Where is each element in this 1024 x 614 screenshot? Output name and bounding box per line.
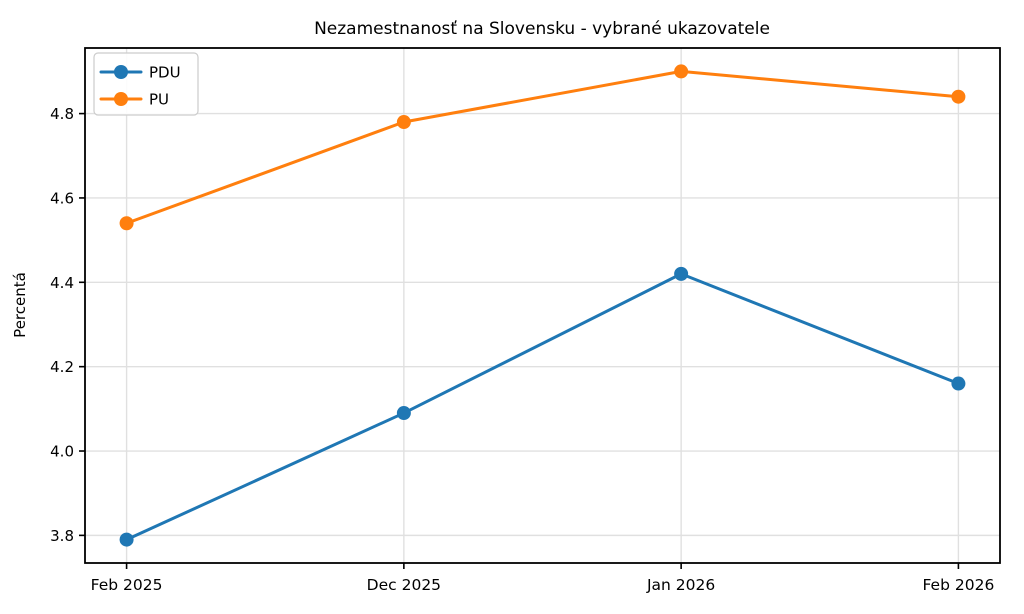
x-tick-label: Jan 2026 (646, 576, 715, 594)
legend-label-pu: PU (149, 91, 169, 109)
series-marker-pdu (674, 266, 689, 281)
series-marker-pu (951, 89, 966, 104)
legend-marker-pu (114, 92, 128, 106)
tick-layer (79, 112, 960, 569)
series-marker-pu (396, 115, 411, 130)
legend-label-pdu: PDU (149, 64, 181, 82)
series-layer (119, 64, 966, 547)
series-line-pdu (125, 272, 960, 542)
y-tick-label: 4.6 (50, 189, 74, 207)
legend-marker-pdu (114, 65, 128, 79)
series-marker-pu (119, 216, 134, 231)
series-marker-pdu (951, 376, 966, 391)
y-axis-label: Percentá (11, 272, 29, 338)
y-tick-label: 4.0 (50, 443, 74, 461)
x-tick-label: Feb 2025 (91, 576, 163, 594)
tick-label-layer: 3.8 4.0 4.2 4.4 4.6 4.8 Feb 2025 Dec 2025 Jan 20… (50, 105, 994, 594)
x-tick-label: Feb 2026 (922, 576, 994, 594)
y-tick-label: 4.4 (50, 274, 74, 292)
grid-layer (85, 48, 1000, 563)
legend: PDU PU (93, 52, 199, 116)
series-marker-pdu (396, 406, 411, 421)
series-line-pu (125, 69, 960, 225)
chart-title: Nezamestnanosť na Slovensku - vybrané uk… (314, 19, 770, 39)
y-tick-label: 4.8 (50, 105, 74, 123)
y-tick-label: 4.2 (50, 358, 74, 376)
y-tick-label: 3.8 (50, 527, 74, 545)
plot-frame (84, 47, 1001, 564)
series-marker-pu (674, 64, 689, 79)
x-tick-label: Dec 2025 (367, 576, 441, 594)
legend-box (93, 52, 199, 116)
series-marker-pdu (119, 532, 134, 547)
